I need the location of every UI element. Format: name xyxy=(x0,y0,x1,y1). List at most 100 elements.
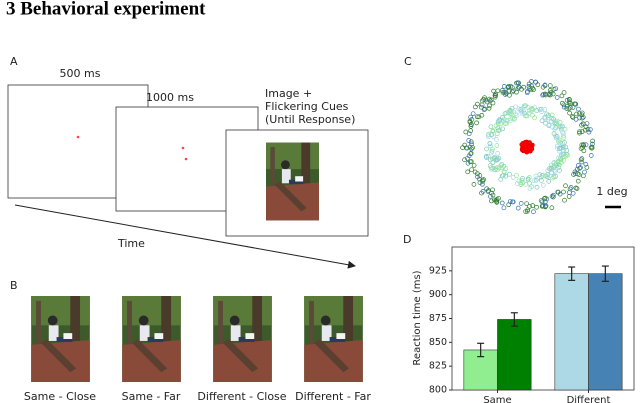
gaze-point xyxy=(524,201,530,207)
gaze-point xyxy=(551,160,557,166)
gaze-point xyxy=(522,113,528,119)
y-tick-label: 875 xyxy=(429,313,447,324)
gaze-point xyxy=(488,194,493,199)
gaze-point xyxy=(582,169,587,175)
gaze-point xyxy=(587,127,593,132)
gaze-point xyxy=(486,105,492,111)
gaze-point xyxy=(462,157,467,163)
gaze-point xyxy=(525,208,530,214)
gaze-point xyxy=(503,166,509,171)
gaze-point xyxy=(473,104,478,110)
error-bar xyxy=(510,312,518,327)
screen-caption: (Until Response) xyxy=(265,113,355,126)
gaze-point xyxy=(561,104,567,110)
gaze-point xyxy=(488,97,494,103)
gaze-point xyxy=(523,147,529,152)
gaze-point xyxy=(563,153,569,159)
gaze-point xyxy=(551,86,557,92)
gaze-point xyxy=(543,203,548,209)
bar xyxy=(588,273,623,391)
gaze-point xyxy=(514,112,520,118)
gaze-point xyxy=(490,129,495,134)
gaze-point xyxy=(551,174,557,180)
gaze-point xyxy=(475,101,480,107)
gaze-point xyxy=(518,201,524,206)
gaze-point xyxy=(501,205,507,211)
y-tick-label: 900 xyxy=(429,289,447,300)
gaze-point xyxy=(468,114,474,120)
error-bar xyxy=(568,266,576,281)
gaze-point xyxy=(509,105,515,111)
gaze-point xyxy=(558,160,564,166)
gaze-point xyxy=(548,90,554,95)
gaze-point xyxy=(584,165,590,170)
gaze-point xyxy=(479,190,484,196)
gaze-point xyxy=(490,128,496,133)
gaze-point xyxy=(464,145,470,151)
gaze-point xyxy=(560,130,565,135)
gaze-point xyxy=(550,192,556,198)
gaze-point xyxy=(561,90,567,95)
gaze-point xyxy=(484,155,489,160)
gaze-point xyxy=(586,129,592,135)
scale-label: 1 deg xyxy=(596,185,627,198)
gaze-point xyxy=(494,131,500,137)
bar xyxy=(497,319,532,391)
gaze-point xyxy=(554,118,560,124)
y-tick-label: 825 xyxy=(429,361,447,372)
gaze-point xyxy=(529,79,534,84)
gaze-point xyxy=(504,120,510,126)
gaze-point xyxy=(575,178,581,184)
gaze-point xyxy=(510,175,516,180)
gaze-point xyxy=(507,199,513,204)
gaze-point xyxy=(552,126,558,132)
screen-caption: Flickering Cues xyxy=(265,100,349,113)
gaze-point xyxy=(539,118,545,124)
gaze-point xyxy=(479,112,485,118)
gaze-point xyxy=(471,182,477,187)
y-tick-label: 800 xyxy=(429,385,447,396)
gaze-point xyxy=(588,145,594,150)
gaze-point xyxy=(524,113,530,119)
gaze-point xyxy=(568,185,574,190)
gaze-point xyxy=(471,163,477,168)
gaze-point xyxy=(576,106,581,112)
gaze-point xyxy=(534,184,540,190)
gaze-point xyxy=(553,135,559,141)
error-bar xyxy=(601,265,609,282)
gaze-point xyxy=(466,153,472,159)
gaze-point xyxy=(500,114,505,120)
gaze-point xyxy=(499,161,505,167)
condition-caption: Different - Close xyxy=(197,390,286,403)
gaze-point xyxy=(538,174,544,180)
gaze-point xyxy=(568,100,573,106)
gaze-point xyxy=(558,152,564,157)
gaze-point xyxy=(474,114,480,120)
gaze-point xyxy=(570,190,576,196)
gaze-point xyxy=(494,197,500,202)
gaze-point xyxy=(484,146,489,152)
gaze-point xyxy=(561,189,566,195)
gaze-point xyxy=(567,110,572,116)
gaze-point xyxy=(480,177,485,183)
gaze-point xyxy=(534,204,539,210)
gaze-point xyxy=(486,132,491,138)
gaze-point xyxy=(530,85,535,91)
gaze-point xyxy=(580,145,585,150)
photo xyxy=(213,296,272,382)
gaze-point xyxy=(554,95,560,100)
gaze-point xyxy=(579,112,585,118)
gaze-point xyxy=(478,104,484,110)
gaze-point xyxy=(489,166,494,172)
gaze-point xyxy=(551,163,557,169)
gaze-point xyxy=(497,118,503,123)
gaze-point xyxy=(561,102,567,108)
gaze-point xyxy=(577,111,582,117)
gaze-point xyxy=(577,129,582,135)
gaze-point xyxy=(474,120,479,126)
gaze-point xyxy=(540,92,546,98)
gaze-point xyxy=(495,167,500,173)
gaze-point xyxy=(489,132,495,137)
gaze-point xyxy=(538,106,544,112)
gaze-point xyxy=(549,194,555,199)
